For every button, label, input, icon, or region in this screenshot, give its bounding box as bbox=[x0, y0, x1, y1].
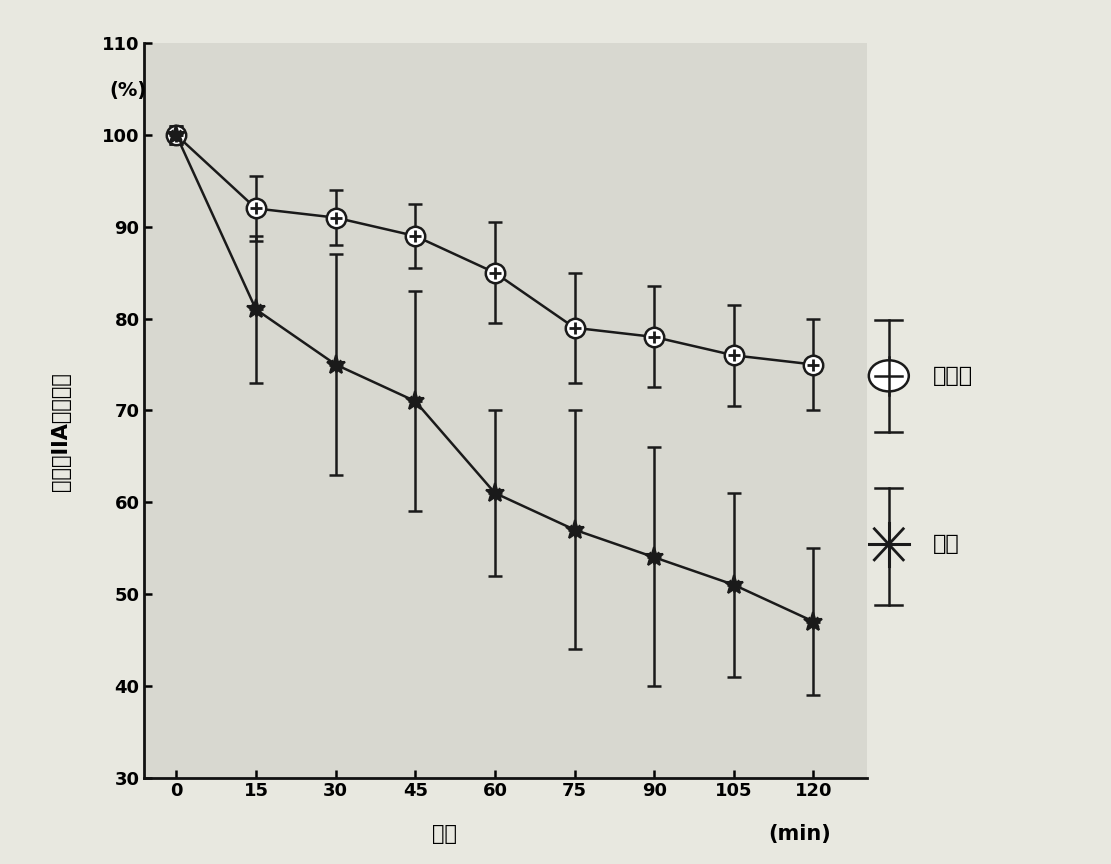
Text: 微乳: 微乳 bbox=[933, 534, 960, 555]
Text: (%): (%) bbox=[109, 81, 147, 100]
Text: (min): (min) bbox=[769, 823, 831, 844]
Text: 悬浮液: 悬浮液 bbox=[933, 365, 973, 386]
Text: 丹参酷IIA的残留率: 丹参酷IIA的残留率 bbox=[51, 372, 71, 492]
Text: 时间: 时间 bbox=[432, 823, 457, 844]
